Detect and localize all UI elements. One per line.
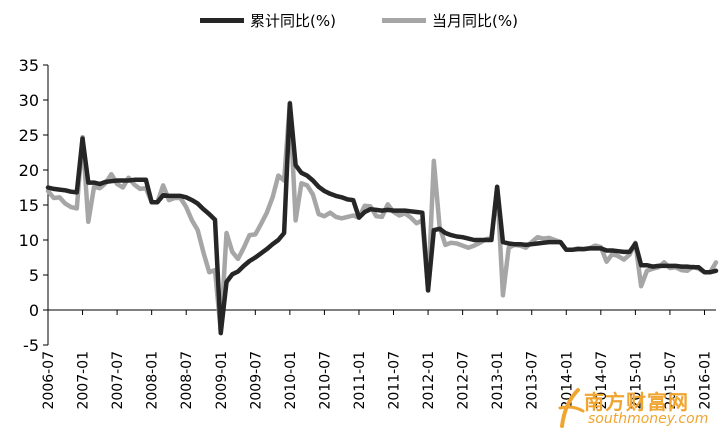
chart-axes xyxy=(43,64,716,346)
chart-series xyxy=(45,100,719,336)
legend-label-cumulative: 累计同比(%) xyxy=(250,11,336,30)
legend-label-monthly: 当月同比(%) xyxy=(432,11,518,30)
chart-legend: 累计同比(%) 当月同比(%) xyxy=(0,8,720,32)
y-tick-label: 10 xyxy=(19,231,39,250)
x-tick-label: 2008-01 xyxy=(145,351,161,410)
series-line-monthly xyxy=(45,100,719,334)
legend-swatch-monthly xyxy=(382,17,426,23)
y-tick-label: 5 xyxy=(29,266,39,285)
x-tick-label: 2015-01 xyxy=(628,351,644,410)
legend-item-cumulative: 累计同比(%) xyxy=(200,8,336,32)
x-tick-label: 2010-07 xyxy=(317,351,333,410)
southmoney-watermark: 南方财富网 southmoney.com xyxy=(556,384,716,432)
x-tick-label: 2009-07 xyxy=(248,351,264,410)
x-tick-label: 2015-07 xyxy=(663,351,679,410)
x-tick-label: 2007-07 xyxy=(110,351,126,410)
y-tick-label: 30 xyxy=(19,91,39,110)
x-tick-label: 2008-07 xyxy=(179,351,195,410)
watermark-url: southmoney.com xyxy=(588,411,709,427)
legend-swatch-cumulative xyxy=(200,17,244,23)
y-tick-label: 35 xyxy=(19,56,39,75)
x-tick-label: 2012-07 xyxy=(456,351,472,410)
watermark-name: 南方财富网 xyxy=(584,390,689,414)
x-tick-label: 2011-07 xyxy=(387,351,403,410)
series-line-cumulative xyxy=(45,101,719,336)
x-axis-tick-labels: 2006-07 2007-01 2007-07 2008-01 2008-07 2009-… xyxy=(41,351,713,410)
y-tick-label: 25 xyxy=(19,126,39,145)
x-tick-label: 2011-01 xyxy=(352,351,368,410)
x-tick-label: 2013-07 xyxy=(525,351,541,410)
y-axis-tick-labels: -5 0 5 10 15 20 25 30 35 xyxy=(19,56,39,355)
x-tick-label: 2009-01 xyxy=(214,351,230,410)
x-tick-label: 2014-07 xyxy=(594,351,610,410)
x-tick-label: 2007-01 xyxy=(76,351,92,410)
x-tick-label: 2006-07 xyxy=(41,351,57,410)
x-tick-label: 2012-01 xyxy=(421,351,437,410)
x-tick-label: 2010-01 xyxy=(283,351,299,410)
x-tick-label: 2013-01 xyxy=(490,351,506,410)
y-tick-label: 15 xyxy=(19,196,39,215)
y-tick-label: 20 xyxy=(19,161,39,180)
x-tick-label: 2016-01 xyxy=(697,351,713,410)
southmoney-logo-icon xyxy=(558,388,585,428)
y-tick-label: 0 xyxy=(29,301,39,320)
legend-item-monthly: 当月同比(%) xyxy=(382,8,518,32)
y-tick-label: -5 xyxy=(23,336,39,355)
